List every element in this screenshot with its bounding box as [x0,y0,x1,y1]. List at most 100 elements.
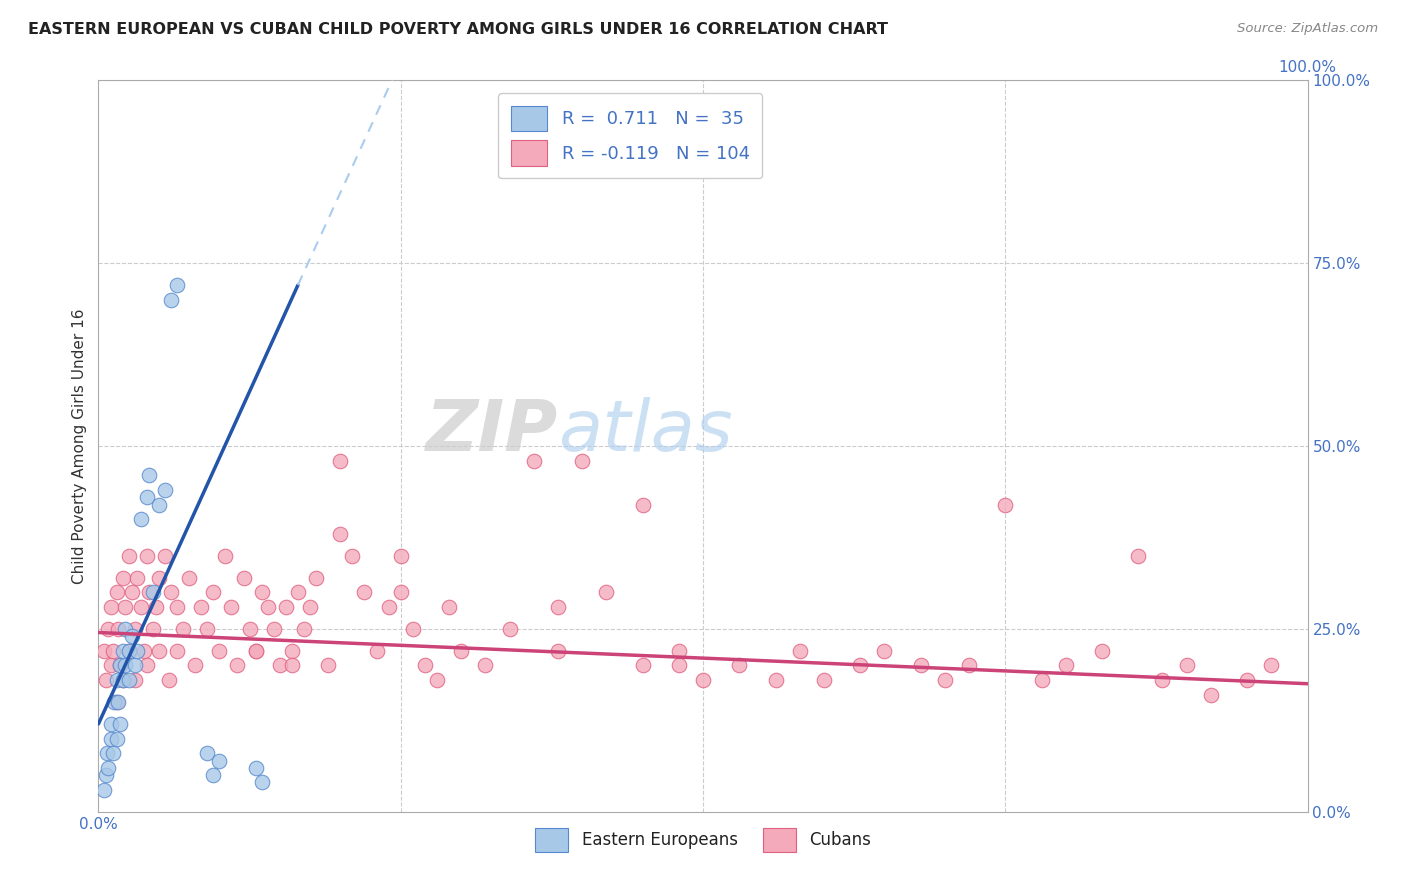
Point [957,658,980,673]
Point [100,717,122,731]
Point [97,761,120,775]
Point [728,658,751,673]
Point [214,549,236,563]
Point [121,585,143,599]
Point [105,731,128,746]
Point [100,731,122,746]
Point [366,644,388,658]
Point [1175,658,1198,673]
Point [142,622,165,636]
Point [105,585,128,599]
Text: ZIP: ZIP [426,397,558,466]
Point [118,549,141,563]
Point [172,622,194,636]
Point [107,622,129,636]
Point [202,768,225,782]
Point [316,658,339,673]
Point [245,761,267,775]
Point [245,644,267,658]
Y-axis label: Child Poverty Among Girls Under 16: Child Poverty Among Girls Under 16 [72,309,87,583]
Point [96,746,118,760]
Point [813,673,835,687]
Point [160,585,183,599]
Point [692,673,714,687]
Point [124,658,146,673]
Point [523,453,546,467]
Point [329,453,352,467]
Text: EASTERN EUROPEAN VS CUBAN CHILD POVERTY AMONG GIRLS UNDER 16 CORRELATION CHART: EASTERN EUROPEAN VS CUBAN CHILD POVERTY … [28,22,889,37]
Point [145,599,167,614]
Point [129,512,152,526]
Point [138,468,160,483]
Point [124,673,146,687]
Point [93,782,115,797]
Point [118,644,141,658]
Point [1199,688,1222,702]
Point [1054,658,1077,673]
Point [160,293,183,307]
Point [299,599,322,614]
Point [245,644,267,658]
Point [547,644,569,658]
Point [138,585,160,599]
Point [94,768,117,782]
Point [281,644,304,658]
Point [1031,673,1053,687]
Point [108,658,131,673]
Point [135,549,157,563]
Point [1128,549,1150,563]
Point [94,673,117,687]
Point [910,658,932,673]
Point [426,673,449,687]
Point [994,498,1017,512]
Point [101,644,124,658]
Point [107,695,129,709]
Point [129,599,152,614]
Point [100,658,122,673]
Point [111,673,134,687]
Point [195,622,218,636]
Point [108,658,131,673]
Point [226,658,249,673]
Point [166,278,188,293]
Point [765,673,787,687]
Point [114,658,136,673]
Point [498,622,520,636]
Point [111,673,134,687]
Point [100,599,122,614]
Point [105,673,128,687]
Point [195,746,218,760]
Point [263,622,285,636]
Point [93,644,115,658]
Point [281,658,304,673]
Point [668,658,690,673]
Point [437,599,460,614]
Point [105,695,128,709]
Point [232,571,254,585]
Point [413,658,436,673]
Point [377,599,399,614]
Point [305,571,328,585]
Point [184,658,207,673]
Point [148,498,170,512]
Point [389,549,412,563]
Point [153,549,176,563]
Point [179,571,201,585]
Point [250,775,273,789]
Point [111,644,134,658]
Point [571,453,593,467]
Point [135,658,157,673]
Point [287,585,309,599]
Point [153,483,176,497]
Point [849,658,872,673]
Point [1091,644,1114,658]
Point [250,585,273,599]
Point [329,526,352,541]
Point [292,622,315,636]
Point [269,658,291,673]
Point [208,644,231,658]
Point [221,599,243,614]
Point [208,754,231,768]
Point [789,644,811,658]
Point [547,599,569,614]
